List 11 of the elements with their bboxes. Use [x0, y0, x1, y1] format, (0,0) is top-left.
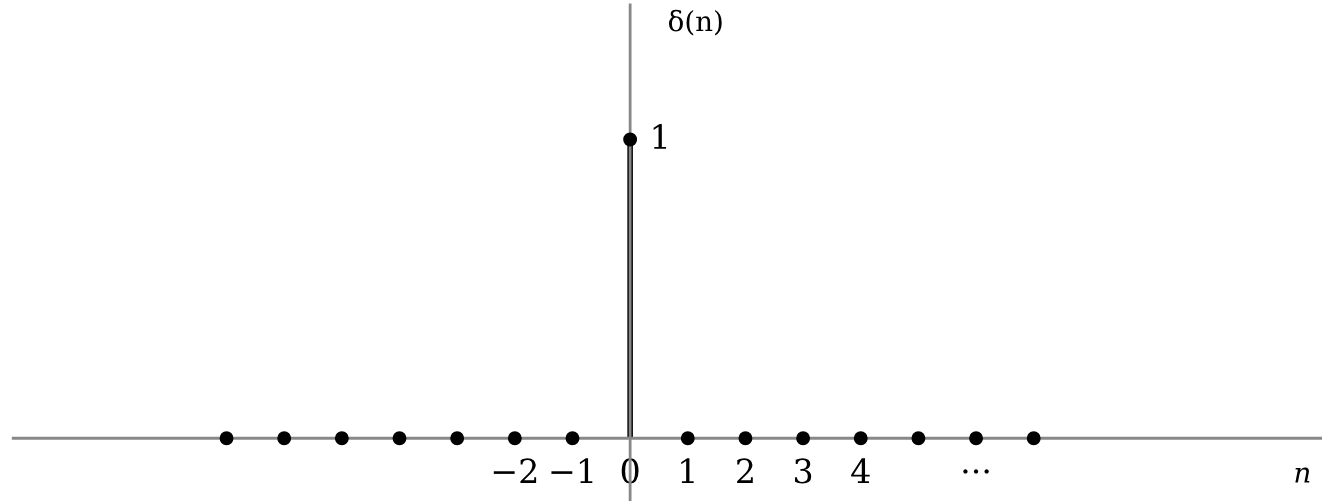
x-tick-label: 1: [681, 458, 694, 484]
x-tick-label: 2: [737, 458, 753, 484]
annotation: 1: [653, 123, 667, 149]
y-axis-title: δ(n): [668, 9, 722, 36]
x-axis-title: n: [1295, 467, 1310, 483]
x-tick-label: ···: [963, 469, 989, 474]
x-tick-label: −2: [493, 458, 537, 484]
x-tick-label: −1: [551, 458, 593, 484]
x-tick-label: 3: [795, 458, 812, 484]
x-tick-label: 0: [621, 458, 639, 484]
x-tick-label: 4: [851, 458, 870, 484]
